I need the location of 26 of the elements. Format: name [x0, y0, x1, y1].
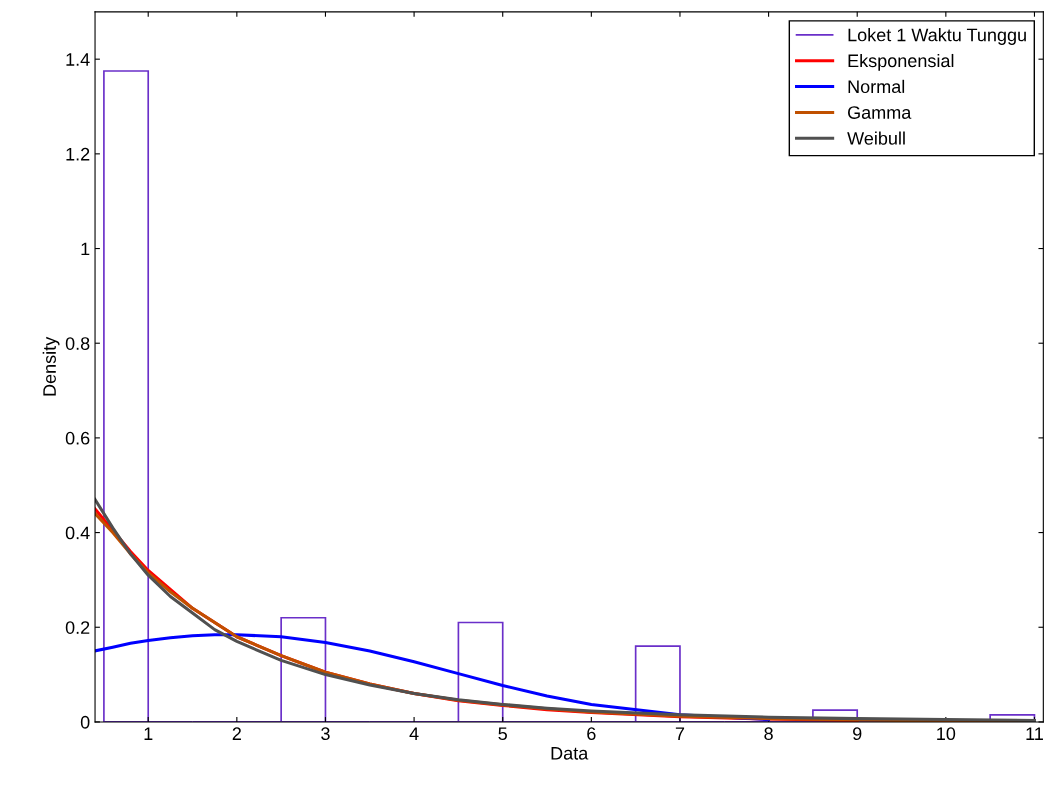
y-tick-label: 0.4 — [65, 526, 90, 540]
legend-label: Normal — [848, 79, 905, 94]
y-tick-label: 1.2 — [66, 147, 90, 161]
y-axis-title: Density — [42, 336, 60, 396]
y-tick-label: 0.8 — [65, 337, 90, 350]
y-tick-label: 0.6 — [65, 431, 90, 445]
y-tick-label: 0 — [80, 715, 90, 729]
x-tick-label: 6 — [587, 727, 596, 741]
x-tick-label: 8 — [764, 727, 773, 741]
y-tick-label: 0.2 — [65, 621, 90, 634]
x-tick-label: 1 — [144, 727, 153, 740]
x-tick-label: 4 — [409, 727, 419, 740]
x-axis-title: Data — [551, 747, 589, 760]
x-tick-label: 9 — [853, 727, 862, 741]
x-tick-label: 5 — [498, 727, 507, 741]
legend-label: Gamma — [848, 106, 912, 119]
legend-label: Weibull — [847, 131, 905, 145]
x-tick-label: 10 — [937, 727, 956, 741]
legend-label: Loket 1 Waktu Tunggu — [848, 28, 1026, 45]
y-tick-label: 1 — [81, 242, 90, 256]
x-tick-label: 7 — [675, 727, 685, 740]
x-tick-label: 3 — [321, 727, 330, 741]
legend-label: Eksponensial — [848, 53, 954, 71]
x-tick-label: 2 — [232, 727, 241, 740]
y-tick-label: 1.4 — [66, 53, 90, 66]
x-tick-label: 11 — [1026, 727, 1043, 740]
